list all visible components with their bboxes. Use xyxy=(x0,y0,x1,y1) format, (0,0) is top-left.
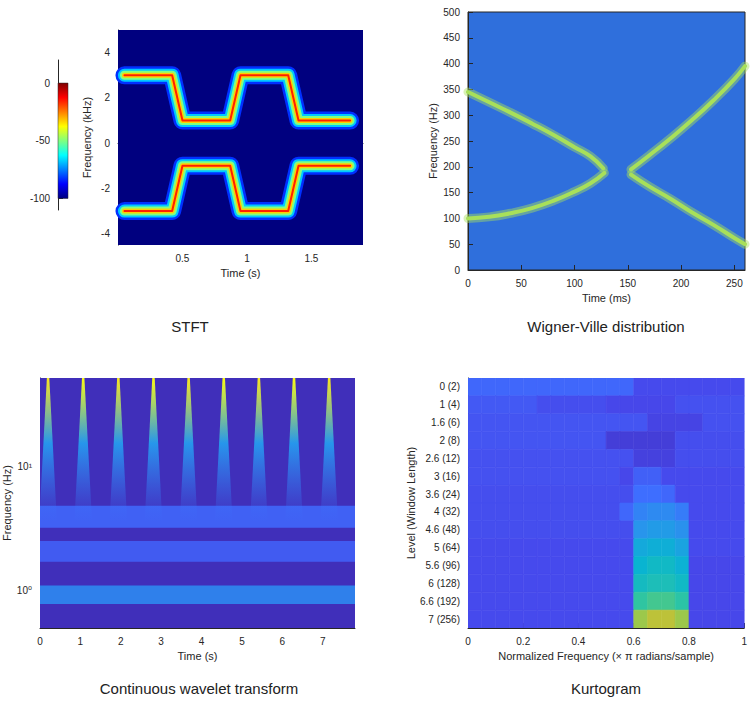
svg-text:6 (128): 6 (128) xyxy=(428,578,460,589)
svg-text:200: 200 xyxy=(673,278,690,289)
svg-text:Frequency (Hz): Frequency (Hz) xyxy=(1,465,13,541)
svg-text:1: 1 xyxy=(78,636,84,647)
svg-text:-2: -2 xyxy=(101,183,110,194)
svg-text:2: 2 xyxy=(118,636,124,647)
svg-text:200: 200 xyxy=(443,161,460,172)
svg-text:150: 150 xyxy=(443,187,460,198)
svg-text:3: 3 xyxy=(158,636,164,647)
svg-text:2 (8): 2 (8) xyxy=(439,435,460,446)
svg-text:Kurtogram: Kurtogram xyxy=(571,680,641,697)
svg-text:4: 4 xyxy=(104,47,110,58)
svg-text:4: 4 xyxy=(199,636,205,647)
svg-text:350: 350 xyxy=(443,84,460,95)
svg-text:5: 5 xyxy=(239,636,245,647)
svg-text:50: 50 xyxy=(516,278,528,289)
svg-text:250: 250 xyxy=(443,136,460,147)
svg-text:-100: -100 xyxy=(30,193,50,204)
svg-text:0: 0 xyxy=(454,265,460,276)
svg-text:1 (4): 1 (4) xyxy=(439,399,460,410)
svg-text:0: 0 xyxy=(37,636,43,647)
svg-text:0.4: 0.4 xyxy=(572,636,586,647)
svg-text:0: 0 xyxy=(104,138,110,149)
svg-text:Normalized Frequency (× π radi: Normalized Frequency (× π radians/sample… xyxy=(498,650,714,662)
svg-text:0: 0 xyxy=(465,278,471,289)
svg-text:Time (ms): Time (ms) xyxy=(582,292,631,304)
svg-text:0.8: 0.8 xyxy=(682,636,696,647)
svg-text:3.6 (24): 3.6 (24) xyxy=(426,489,460,500)
svg-text:10¹: 10¹ xyxy=(18,461,33,472)
svg-text:1.6 (6): 1.6 (6) xyxy=(431,417,460,428)
svg-text:50: 50 xyxy=(449,239,461,250)
svg-text:0: 0 xyxy=(465,636,471,647)
svg-text:250: 250 xyxy=(726,278,743,289)
svg-text:500: 500 xyxy=(443,7,460,18)
svg-text:Frequency (kHz): Frequency (kHz) xyxy=(81,97,93,178)
svg-text:0.6: 0.6 xyxy=(627,636,641,647)
svg-text:1: 1 xyxy=(741,636,747,647)
svg-text:Time (s): Time (s) xyxy=(178,650,218,662)
svg-text:5 (64): 5 (64) xyxy=(434,542,460,553)
svg-text:2: 2 xyxy=(104,92,110,103)
svg-text:0 (2): 0 (2) xyxy=(439,381,460,392)
svg-text:7: 7 xyxy=(320,636,326,647)
svg-text:4.6 (48): 4.6 (48) xyxy=(426,524,460,535)
svg-text:Continuous wavelet transform: Continuous wavelet transform xyxy=(100,680,298,697)
svg-text:1: 1 xyxy=(244,253,250,264)
svg-text:2.6 (12): 2.6 (12) xyxy=(426,453,460,464)
svg-text:4 (32): 4 (32) xyxy=(434,506,460,517)
svg-text:300: 300 xyxy=(443,110,460,121)
svg-text:6.6 (192): 6.6 (192) xyxy=(420,596,460,607)
svg-text:1.5: 1.5 xyxy=(304,253,318,264)
svg-text:150: 150 xyxy=(619,278,636,289)
svg-text:Level (Window Length): Level (Window Length) xyxy=(405,447,417,560)
svg-text:Wigner-Ville distribution: Wigner-Ville distribution xyxy=(527,318,684,335)
svg-text:5.6 (96): 5.6 (96) xyxy=(426,560,460,571)
svg-text:Time (s): Time (s) xyxy=(221,267,261,279)
svg-text:6: 6 xyxy=(280,636,286,647)
svg-text:7 (256): 7 (256) xyxy=(428,614,460,625)
svg-text:Frequency (Hz): Frequency (Hz) xyxy=(427,103,439,179)
svg-text:450: 450 xyxy=(443,32,460,43)
svg-text:0: 0 xyxy=(44,78,50,89)
svg-text:0.2: 0.2 xyxy=(516,636,530,647)
svg-text:-50: -50 xyxy=(36,135,51,146)
svg-text:400: 400 xyxy=(443,58,460,69)
svg-text:STFT: STFT xyxy=(171,318,209,335)
svg-text:100: 100 xyxy=(566,278,583,289)
svg-text:0.5: 0.5 xyxy=(176,253,190,264)
svg-text:-4: -4 xyxy=(101,228,110,239)
svg-text:10⁰: 10⁰ xyxy=(17,585,32,596)
svg-text:100: 100 xyxy=(443,213,460,224)
svg-text:3 (16): 3 (16) xyxy=(434,471,460,482)
